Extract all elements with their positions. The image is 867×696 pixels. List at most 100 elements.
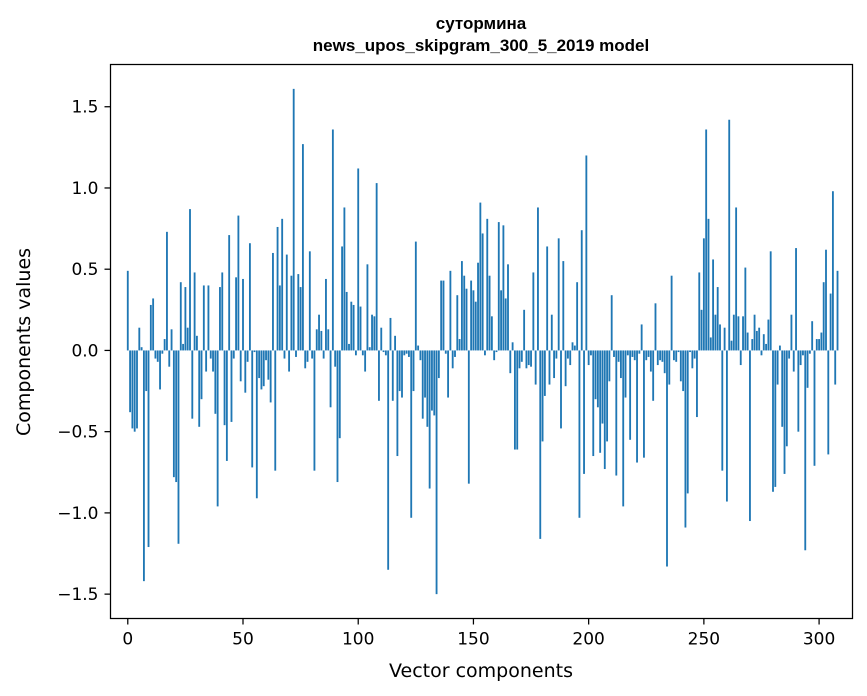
bar	[689, 350, 691, 353]
bar	[619, 350, 622, 379]
bar	[260, 350, 263, 390]
y-axis-ticks: −1.5 −1.0 −0.5 0.0 0.5 1.0 1.5	[57, 98, 111, 605]
bar	[493, 350, 496, 361]
bar	[364, 350, 367, 372]
bar	[765, 343, 768, 351]
bar	[730, 340, 733, 351]
bar	[643, 350, 645, 458]
bar	[511, 342, 514, 351]
bar	[149, 304, 152, 351]
bar	[755, 330, 758, 351]
bar	[543, 350, 546, 396]
bar	[569, 350, 572, 366]
bar	[661, 350, 664, 362]
x-tick-label: 0	[122, 630, 133, 650]
bar	[746, 332, 749, 351]
bar	[679, 350, 682, 382]
bar	[297, 274, 300, 351]
bar	[820, 332, 823, 351]
bar	[792, 350, 795, 372]
bar	[615, 350, 618, 476]
bar	[684, 350, 687, 528]
bar	[255, 350, 258, 499]
bar	[172, 350, 175, 478]
bar	[666, 350, 668, 567]
bar	[463, 275, 466, 351]
bar	[608, 350, 611, 382]
bar	[129, 350, 132, 413]
bar	[152, 298, 155, 351]
bar	[502, 225, 505, 351]
bar	[410, 350, 413, 518]
bar	[626, 350, 629, 356]
bar	[596, 350, 599, 408]
y-tick-label: 1.0	[71, 179, 98, 199]
bar	[447, 350, 450, 398]
bar	[663, 350, 666, 374]
bar	[382, 350, 385, 353]
bar	[334, 350, 337, 367]
bar	[175, 350, 178, 483]
bar	[645, 350, 648, 361]
bar	[705, 129, 708, 351]
bar	[719, 324, 721, 351]
bar	[221, 272, 224, 351]
bar	[774, 350, 777, 487]
bar	[507, 264, 509, 351]
bar	[207, 285, 210, 351]
plot-frame	[109, 63, 854, 620]
bar	[401, 350, 403, 398]
bar	[166, 231, 168, 351]
bar	[769, 251, 772, 351]
bar	[622, 350, 625, 507]
bar	[366, 264, 369, 351]
bar	[235, 277, 238, 351]
bar	[753, 314, 756, 351]
bar	[672, 350, 675, 361]
bar	[205, 350, 208, 372]
bar	[624, 350, 627, 398]
bar	[742, 316, 744, 351]
bar	[265, 350, 267, 361]
bar	[825, 249, 827, 351]
bar	[702, 238, 705, 351]
bar	[412, 350, 415, 392]
bar	[230, 350, 233, 422]
bar	[267, 350, 270, 380]
bar	[348, 343, 350, 351]
bar	[405, 350, 408, 354]
bar	[156, 350, 159, 362]
bar	[594, 350, 597, 400]
bar	[470, 280, 473, 351]
bar	[219, 287, 221, 351]
bar	[481, 233, 484, 351]
bar	[744, 267, 747, 351]
bar	[472, 290, 475, 351]
bar	[834, 350, 837, 385]
bar	[253, 350, 256, 353]
bar	[778, 345, 781, 351]
bar	[357, 168, 360, 351]
bar	[772, 350, 774, 492]
bar-series	[126, 88, 839, 595]
bar	[288, 350, 291, 372]
bar	[737, 316, 740, 351]
bar	[313, 350, 316, 471]
bar	[380, 327, 383, 351]
bar	[295, 350, 297, 357]
bar	[373, 316, 376, 351]
bar	[456, 295, 459, 351]
bar	[278, 285, 281, 351]
bar	[163, 339, 166, 351]
bar	[417, 345, 420, 351]
bar	[550, 314, 553, 351]
bar	[136, 350, 138, 429]
bar	[281, 218, 284, 351]
bar	[675, 350, 678, 362]
bar	[822, 282, 825, 351]
bar	[548, 350, 551, 385]
bar	[831, 191, 834, 351]
bar	[799, 350, 802, 366]
bar	[189, 209, 191, 351]
bar	[465, 288, 468, 351]
